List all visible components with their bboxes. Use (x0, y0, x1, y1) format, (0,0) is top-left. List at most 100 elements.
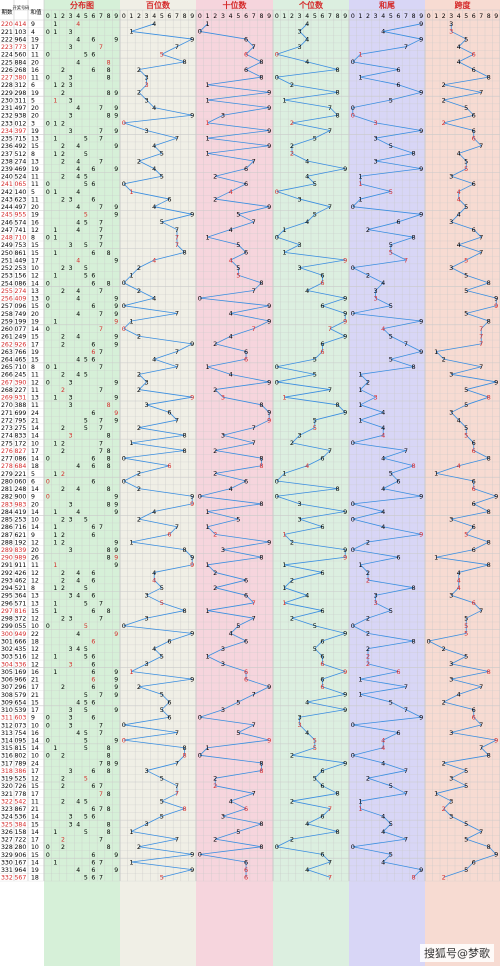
units-trend-segment (276, 366, 315, 375)
tens-trend-digit: 4 (229, 630, 233, 638)
span-digit-header: 5 (464, 13, 468, 20)
units-trend-digit: 1 (282, 393, 286, 401)
span-trend-digit: 5 (464, 386, 468, 394)
distribution-digit: 5 (84, 517, 88, 524)
tens-trend-segment (222, 541, 270, 550)
sum_tail-trend-segment (383, 480, 399, 489)
issue-number: 317 (1, 760, 13, 767)
units-trend-segment (299, 267, 323, 276)
issue-number: 252 (1, 265, 13, 272)
units-trend-segment (307, 815, 323, 825)
hundreds-trend-segment (161, 53, 185, 63)
sum_tail-trend-segment (360, 183, 391, 192)
hundreds-trend-segment (123, 732, 178, 741)
tens-trend-digit: 4 (229, 310, 233, 318)
hundreds-trend-segment (123, 122, 147, 131)
draw-number: 497 (15, 204, 27, 211)
span-trend-segment (465, 861, 475, 870)
sum_tail-trend-digit: 3 (374, 119, 378, 127)
hundreds-trend-segment (154, 351, 178, 360)
issue-number: 259 (1, 318, 13, 325)
distribution-digit: 5 (84, 273, 88, 280)
sum_tail-trend-segment (352, 541, 369, 550)
units-trend-digit: 2 (290, 797, 294, 805)
units-trend-digit: 0 (275, 477, 279, 485)
units-digit-header: 5 (313, 13, 317, 20)
distribution-digit: 8 (107, 75, 111, 82)
distribution-digit: 1 (53, 21, 57, 28)
sum-value: 12 (31, 539, 39, 546)
hundreds-trend-segment (146, 587, 162, 596)
sum-value: 9 (31, 715, 35, 722)
sum-value: 14 (31, 829, 39, 836)
tens-trend-digit: 4 (229, 797, 233, 805)
units-trend-digit: 9 (343, 333, 347, 341)
draw-number: 989 (15, 555, 27, 562)
sum_tail-header-title: 和尾 (379, 0, 395, 10)
units-trend-digit: 4 (305, 287, 309, 295)
hundreds-trend-digit: 3 (145, 96, 149, 104)
hundreds-trend-segment (131, 312, 178, 322)
sum-value: 15 (31, 334, 39, 341)
hundreds-trend-digit: 5 (160, 797, 164, 805)
distribution-digit: 1 (53, 29, 57, 36)
tens-trend-digit: 6 (244, 576, 248, 584)
sum_tail-trend-segment (352, 549, 399, 558)
distribution-digit: 8 (107, 113, 111, 120)
units-trend-digit: 6 (320, 272, 324, 280)
sum_tail-trend-segment (375, 137, 391, 147)
units-trend-segment (329, 328, 346, 337)
sum_tail-trend-segment (352, 511, 384, 520)
units-trend-digit: 4 (305, 866, 309, 874)
tens-trend-segment (215, 785, 254, 794)
span-trend-segment (473, 488, 497, 497)
distribution-digit: 6 (91, 654, 95, 661)
units-trend-segment (306, 732, 316, 741)
units-trend-segment (299, 503, 346, 512)
units-trend-segment (284, 396, 338, 406)
units-trend-digit: 3 (298, 714, 302, 722)
draw-number: 227 (15, 387, 27, 394)
sum_tail-trend-digit: 0 (351, 112, 355, 120)
span-trend-digit: 6 (472, 127, 476, 135)
span-trend-digit: 6 (472, 439, 476, 447)
sum_tail-trend-segment (352, 518, 384, 528)
span-trend-digit: 5 (464, 630, 468, 638)
sum_tail-trend-segment (390, 701, 407, 710)
sum_tail-trend-digit: 5 (389, 820, 393, 828)
draw-number: 469 (15, 166, 27, 173)
sum_tail-trend-segment (367, 533, 422, 543)
distribution-digit: 2 (61, 837, 65, 844)
issue-number: 298 (1, 616, 13, 623)
span-trend-segment (458, 53, 474, 63)
span-trend-digit: 7 (479, 744, 483, 752)
units-trend-digit: 9 (343, 546, 347, 554)
span-trend-segment (466, 312, 489, 322)
sum_tail-trend-digit: 1 (358, 195, 362, 203)
distribution-digit: 1 (53, 532, 57, 539)
tens-trend-segment (215, 533, 270, 543)
tens-trend-segment (230, 328, 254, 337)
hundreds-trend-digit: 9 (190, 851, 194, 859)
tens-trend-digit: 1 (205, 81, 209, 89)
units-trend-segment (291, 800, 331, 810)
span-trend-digit: 3 (449, 660, 453, 668)
hundreds-trend-digit: 4 (152, 203, 156, 211)
span-trend-digit: 6 (472, 500, 476, 508)
sum-value: 8 (31, 364, 35, 371)
hundreds-trend-segment (154, 198, 170, 208)
hundreds-trend-segment (154, 503, 193, 512)
sum_tail-digit-header: 7 (404, 13, 408, 20)
issue-number: 302 (1, 646, 13, 653)
tens-trend-segment (261, 404, 270, 413)
tens-trend-segment (207, 236, 239, 246)
distribution-digit: 2 (61, 539, 65, 546)
units-trend-segment (276, 488, 338, 497)
tens-trend-segment (207, 648, 224, 657)
distribution-digit: 4 (76, 227, 80, 234)
distribution-digit: 9 (114, 257, 118, 264)
distribution-digit: 2 (61, 158, 65, 165)
distribution-digit: 7 (99, 44, 103, 51)
distribution-digit: 3 (69, 547, 73, 554)
tens-trend-segment (215, 168, 247, 177)
